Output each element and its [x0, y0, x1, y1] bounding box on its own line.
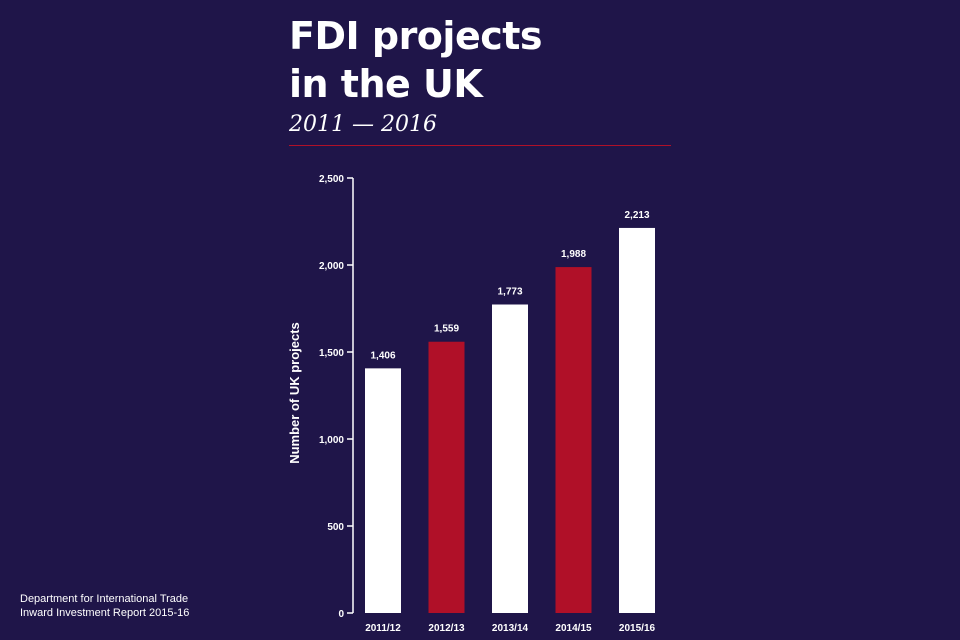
bar-value-label: 1,773	[497, 286, 522, 297]
title-divider	[289, 145, 671, 146]
x-tick-label: 2014/15	[555, 623, 592, 634]
bar-value-label: 2,213	[624, 210, 649, 221]
bar-value-label: 1,988	[561, 249, 586, 260]
bar-2011-12	[365, 368, 401, 613]
chart-title-line1: FDI projects	[289, 14, 543, 58]
chart-title-line2: in the UK	[289, 62, 483, 106]
x-tick-label: 2011/12	[365, 623, 401, 634]
y-tick-label: 0	[338, 609, 344, 620]
footer-line2: Inward Investment Report 2015-16	[20, 607, 190, 619]
bar-2015-16	[619, 227, 655, 614]
bars	[365, 227, 655, 614]
source-footer: Department for International Trade Inwar…	[20, 592, 189, 620]
bar-value-label: 1,559	[434, 324, 459, 335]
x-axis: 2011/12 2012/13 2013/14 2014/15 2015/16	[365, 623, 655, 634]
x-tick-label: 2012/13	[428, 623, 465, 634]
bar-2013-14	[492, 304, 528, 613]
y-tick-label: 1,000	[319, 435, 344, 446]
y-axis-title: Number of UK projects	[287, 322, 302, 464]
chart-subtitle: 2011 — 2016	[289, 112, 437, 137]
y-tick-label: 2,500	[319, 174, 344, 185]
bar-value-labels: 1,406 1,559 1,773 1,988 2,213	[370, 210, 649, 361]
x-tick-label: 2015/16	[619, 623, 656, 634]
y-axis: 0 500 1,000 1,500 2,000 2,500	[319, 174, 354, 620]
bar-2014-15	[555, 267, 592, 613]
x-tick-label: 2013/14	[492, 623, 529, 634]
bar-value-label: 1,406	[370, 350, 395, 361]
y-tick-label: 1,500	[319, 348, 344, 359]
chart-title: FDI projects in the UK	[289, 12, 543, 108]
bar-2012-13	[428, 341, 465, 613]
y-tick-label: 500	[327, 522, 344, 533]
y-tick-label: 2,000	[319, 261, 344, 272]
footer-line1: Department for International Trade	[20, 593, 189, 605]
